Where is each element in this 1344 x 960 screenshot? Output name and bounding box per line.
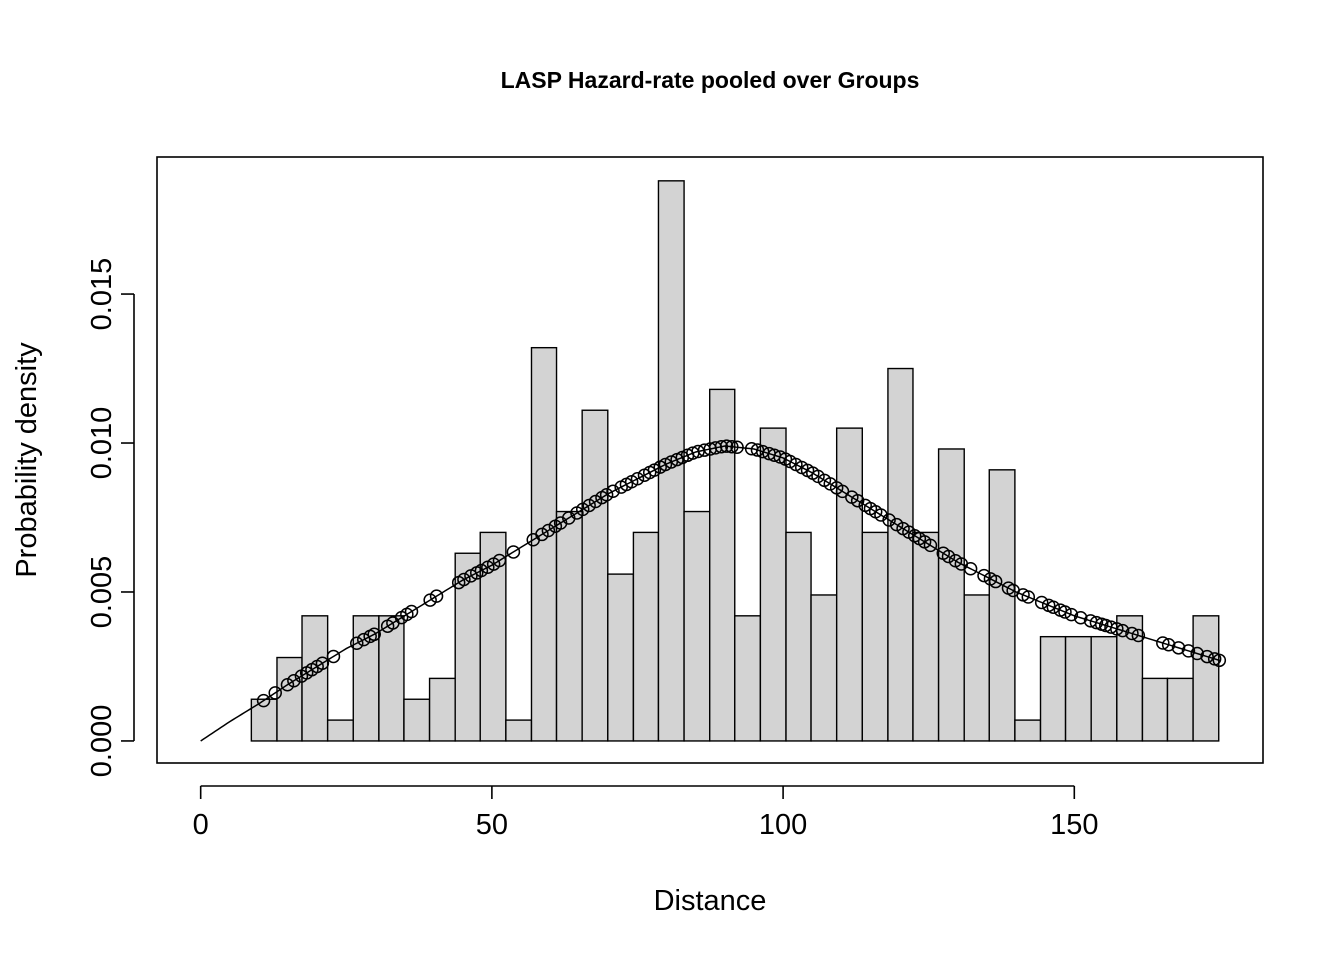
fitted-point	[658, 457, 673, 472]
histogram-bar	[734, 615, 762, 742]
histogram-bar	[530, 346, 558, 742]
fitted-point	[404, 604, 419, 619]
fitted-point	[367, 627, 381, 642]
histogram-bar	[785, 531, 812, 742]
fitted-point	[630, 472, 645, 486]
fitted-point	[882, 513, 896, 527]
fitted-point	[941, 549, 956, 564]
fitted-point	[357, 632, 371, 647]
histogram-bar	[632, 531, 660, 742]
histogram-bar	[428, 677, 456, 742]
fitted-point	[923, 538, 938, 553]
fitted-point	[1058, 605, 1072, 619]
fitted-point	[457, 572, 471, 587]
fitted-point	[719, 439, 734, 453]
histogram-bar	[988, 469, 1016, 742]
fitted-point	[474, 563, 489, 578]
fitted-point	[315, 656, 330, 671]
fitted-point	[1125, 626, 1139, 641]
fitted-point	[1115, 623, 1130, 638]
fitted-point	[988, 574, 1003, 589]
y-tick-label: 0.010	[86, 407, 118, 480]
chart-title: LASP Hazard-rate pooled over Groups	[501, 67, 920, 93]
histogram-bar	[887, 367, 914, 742]
fitted-point	[1212, 653, 1227, 668]
x-tick-label: 150	[1050, 809, 1098, 841]
fitted-point	[1064, 607, 1079, 622]
y-tick-label: 0.015	[86, 258, 118, 331]
y-axis: 0.000 0.005 0.010 0.015	[86, 258, 135, 778]
fitted-point	[963, 561, 978, 576]
histogram-bar	[937, 448, 965, 742]
histogram-bar	[963, 594, 990, 742]
histogram-bar	[505, 719, 533, 742]
fitted-point	[429, 589, 444, 603]
histogram-bar	[835, 427, 864, 742]
histogram-bar	[607, 573, 635, 742]
histogram-bar	[581, 409, 609, 742]
fitted-point	[287, 674, 301, 688]
plot-frame	[156, 156, 1264, 764]
x-axis-label: Distance	[654, 885, 767, 917]
x-tick-label: 50	[476, 809, 508, 841]
fitted-point	[1110, 622, 1124, 636]
fitted-point	[977, 568, 991, 583]
fitted-point	[256, 693, 271, 708]
fitted-point	[725, 439, 739, 454]
fitted-point	[714, 439, 729, 454]
histogram-bar	[683, 510, 711, 742]
fitted-point	[1181, 644, 1196, 658]
histogram-bar	[378, 615, 405, 742]
histogram-bar	[1141, 677, 1169, 742]
y-tick-label: 0.005	[86, 556, 118, 629]
x-tick-label: 0	[193, 809, 209, 841]
histogram-bar	[759, 427, 787, 742]
histogram-bar	[479, 531, 507, 742]
fitted-point	[492, 553, 507, 568]
histogram-bar	[810, 594, 838, 742]
fitted-point	[1073, 611, 1088, 625]
fitted-point	[1046, 600, 1061, 614]
fitted-point	[350, 636, 364, 650]
histogram-bar	[1090, 635, 1118, 742]
histogram-bar	[276, 656, 303, 742]
x-axis: 0 50 100 150	[193, 785, 1098, 841]
fitted-point	[1200, 649, 1214, 664]
fitted-point	[1131, 628, 1146, 643]
histogram-bar	[1064, 635, 1092, 742]
fitted-point	[1089, 615, 1104, 630]
fitted-points	[256, 439, 1227, 708]
histogram-bar	[1192, 615, 1220, 742]
fitted-point	[1161, 638, 1176, 652]
fitted-point	[326, 649, 341, 664]
fitted-point	[850, 493, 865, 508]
fitted-point	[1034, 595, 1049, 610]
fitted-point	[1156, 636, 1170, 650]
fitted-point	[1171, 641, 1186, 655]
fitted-point	[730, 440, 744, 454]
fitted-point	[506, 545, 521, 559]
fitted-point	[664, 455, 679, 469]
histogram-bars	[250, 180, 1220, 742]
fitted-point	[606, 484, 620, 499]
fitted-point	[1190, 646, 1204, 661]
fitted-point	[268, 686, 282, 700]
histogram-bar	[555, 510, 583, 742]
histogram-bar	[1014, 719, 1042, 742]
fitted-point	[599, 487, 614, 502]
fitted-point	[1021, 590, 1036, 604]
histogram-bar	[861, 531, 889, 742]
fitted-point	[541, 523, 556, 538]
y-tick-label: 0.000	[86, 705, 118, 778]
histogram-bar	[912, 531, 940, 742]
histogram-bar	[1039, 635, 1067, 742]
y-axis-label: Probability density	[11, 342, 43, 578]
histogram-bar	[1166, 677, 1194, 742]
histogram-bar	[403, 698, 431, 742]
histogram-bar	[326, 719, 354, 742]
x-tick-label: 100	[759, 809, 807, 841]
